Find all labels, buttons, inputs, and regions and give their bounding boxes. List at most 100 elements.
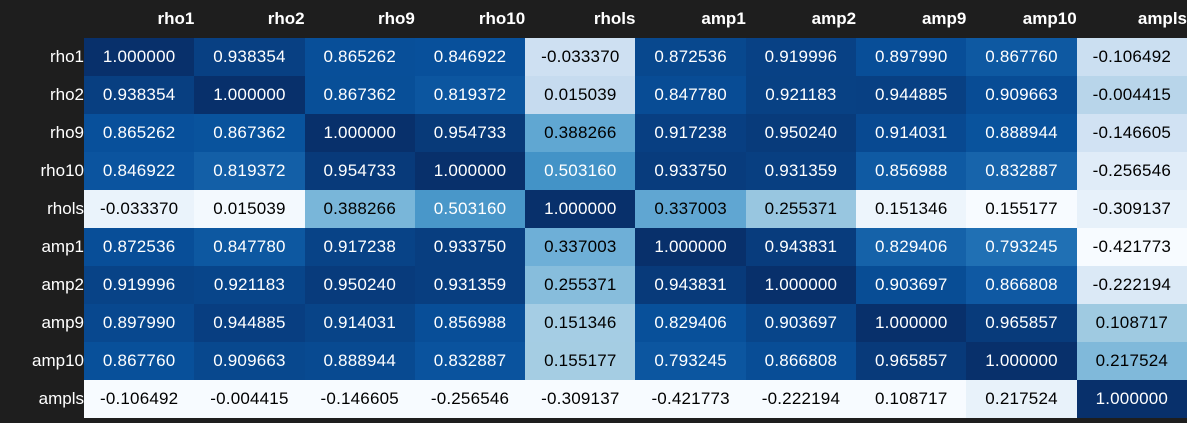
column-header: rho2 (194, 0, 305, 38)
heatmap-cell: 0.866808 (966, 266, 1077, 304)
heatmap-cell: 0.388266 (525, 114, 636, 152)
heatmap-cell: 0.954733 (304, 152, 415, 190)
heatmap-cell: -0.033370 (84, 190, 195, 228)
heatmap-cell: -0.004415 (194, 380, 305, 418)
heatmap-cell: 0.919996 (745, 38, 857, 76)
heatmap-cell: 0.865262 (304, 38, 415, 76)
heatmap-cell: 0.931359 (414, 266, 526, 304)
heatmap-cell: 0.950240 (745, 114, 857, 152)
heatmap-body: rho1 1.000000 0.938354 0.865262 0.846922 -0.0… (0, 38, 1187, 418)
heatmap-row: amp9 0.897990 0.944885 0.914031 0.856988 0.15… (0, 304, 1187, 342)
heatmap-cell: 0.965857 (856, 342, 967, 380)
heatmap-cell: 0.914031 (856, 114, 967, 152)
heatmap-cell: 0.944885 (856, 76, 967, 114)
column-header: ampls (1076, 0, 1187, 38)
heatmap-cell: 0.832887 (966, 152, 1077, 190)
heatmap-cell: 0.917238 (304, 228, 415, 266)
column-header: rho1 (84, 0, 195, 38)
heatmap-row: rho2 0.938354 1.000000 0.867362 0.819372 0.01… (0, 76, 1187, 114)
heatmap-cell: 0.931359 (745, 152, 857, 190)
heatmap-cell: -0.421773 (635, 380, 746, 418)
heatmap-cell: 0.866808 (745, 342, 857, 380)
heatmap-cell: 0.015039 (194, 190, 305, 228)
heatmap-cell: 0.829406 (856, 228, 967, 266)
heatmap-cell: 0.847780 (194, 228, 305, 266)
heatmap-cell: -0.421773 (1076, 228, 1187, 266)
heatmap-row: amp2 0.919996 0.921183 0.950240 0.931359 0.25… (0, 266, 1187, 304)
heatmap-row: rho1 1.000000 0.938354 0.865262 0.846922 -0.0… (0, 38, 1187, 76)
heatmap-cell: -0.004415 (1076, 76, 1187, 114)
heatmap-cell: 0.903697 (856, 266, 967, 304)
heatmap-cell: 0.151346 (525, 304, 636, 342)
heatmap-cell: 0.217524 (1076, 342, 1187, 380)
heatmap-row: amp1 0.872536 0.847780 0.917238 0.933750 0.33… (0, 228, 1187, 266)
heatmap-cell: 0.867760 (84, 342, 195, 380)
heatmap-row: amp10 0.867760 0.909663 0.888944 0.832887 0.1… (0, 342, 1187, 380)
heatmap-cell: 0.921183 (194, 266, 305, 304)
heatmap-cell: 0.793245 (966, 228, 1077, 266)
heatmap-cell: 1.000000 (84, 38, 195, 76)
row-label: rho2 (0, 76, 84, 114)
heatmap-cell: 0.944885 (194, 304, 305, 342)
heatmap-cell: -0.222194 (745, 380, 857, 418)
heatmap-row: rho9 0.865262 0.867362 1.000000 0.954733 0.38… (0, 114, 1187, 152)
heatmap-cell: 0.865262 (84, 114, 195, 152)
heatmap-cell: 1.000000 (856, 304, 967, 342)
corner-cell (0, 0, 84, 38)
heatmap-cell: 1.000000 (414, 152, 526, 190)
heatmap-cell: 0.108717 (856, 380, 967, 418)
row-label: amp2 (0, 266, 84, 304)
heatmap-cell: -0.222194 (1076, 266, 1187, 304)
heatmap-cell: -0.106492 (84, 380, 195, 418)
heatmap-cell: 0.819372 (414, 76, 526, 114)
heatmap-row: ampls -0.106492 -0.004415 -0.146605 -0.25654… (0, 380, 1187, 418)
heatmap-cell: 0.388266 (304, 190, 415, 228)
heatmap-cell: -0.146605 (1076, 114, 1187, 152)
heatmap-cell: 0.255371 (525, 266, 636, 304)
heatmap-cell: 0.872536 (84, 228, 195, 266)
heatmap-cell: 0.155177 (525, 342, 636, 380)
row-label: ampls (0, 380, 84, 418)
heatmap-cell: 1.000000 (745, 266, 857, 304)
heatmap-cell: 0.847780 (635, 76, 746, 114)
heatmap-cell: 1.000000 (525, 190, 636, 228)
heatmap-cell: 0.819372 (194, 152, 305, 190)
row-label: rho10 (0, 152, 84, 190)
heatmap-cell: 0.903697 (745, 304, 857, 342)
column-header: rho9 (304, 0, 415, 38)
heatmap-cell: 0.503160 (525, 152, 636, 190)
heatmap-cell: 0.909663 (966, 76, 1077, 114)
row-label: rho9 (0, 114, 84, 152)
heatmap-cell: 0.933750 (635, 152, 746, 190)
heatmap-cell: 0.856988 (856, 152, 967, 190)
heatmap-cell: 0.151346 (856, 190, 967, 228)
row-label: amp9 (0, 304, 84, 342)
heatmap-cell: 0.954733 (414, 114, 526, 152)
column-header: rhols (525, 0, 636, 38)
heatmap-cell: 0.255371 (745, 190, 857, 228)
row-label: amp10 (0, 342, 84, 380)
heatmap-cell: 0.867362 (194, 114, 305, 152)
heatmap-cell: 0.938354 (84, 76, 195, 114)
heatmap-cell: 1.000000 (1076, 380, 1187, 418)
row-label: rhols (0, 190, 84, 228)
heatmap-cell: 0.888944 (304, 342, 415, 380)
column-header: amp1 (635, 0, 746, 38)
column-header-row: rho1 rho2 rho9 rho10 rhols amp1 amp2 amp… (0, 0, 1187, 38)
column-header: amp10 (966, 0, 1077, 38)
heatmap-cell: 0.503160 (414, 190, 526, 228)
heatmap-cell: 0.965857 (966, 304, 1077, 342)
heatmap-cell: 0.832887 (414, 342, 526, 380)
heatmap-cell: -0.256546 (1076, 152, 1187, 190)
heatmap-cell: -0.146605 (304, 380, 415, 418)
heatmap-cell: 0.155177 (966, 190, 1077, 228)
heatmap-cell: 0.015039 (525, 76, 636, 114)
heatmap-cell: 0.337003 (525, 228, 636, 266)
heatmap-cell: 0.914031 (304, 304, 415, 342)
heatmap-cell: 0.872536 (635, 38, 746, 76)
heatmap-cell: 0.897990 (856, 38, 967, 76)
heatmap-cell: 0.919996 (84, 266, 195, 304)
heatmap-cell: 1.000000 (194, 76, 305, 114)
heatmap-cell: 0.917238 (635, 114, 746, 152)
heatmap-cell: 0.909663 (194, 342, 305, 380)
